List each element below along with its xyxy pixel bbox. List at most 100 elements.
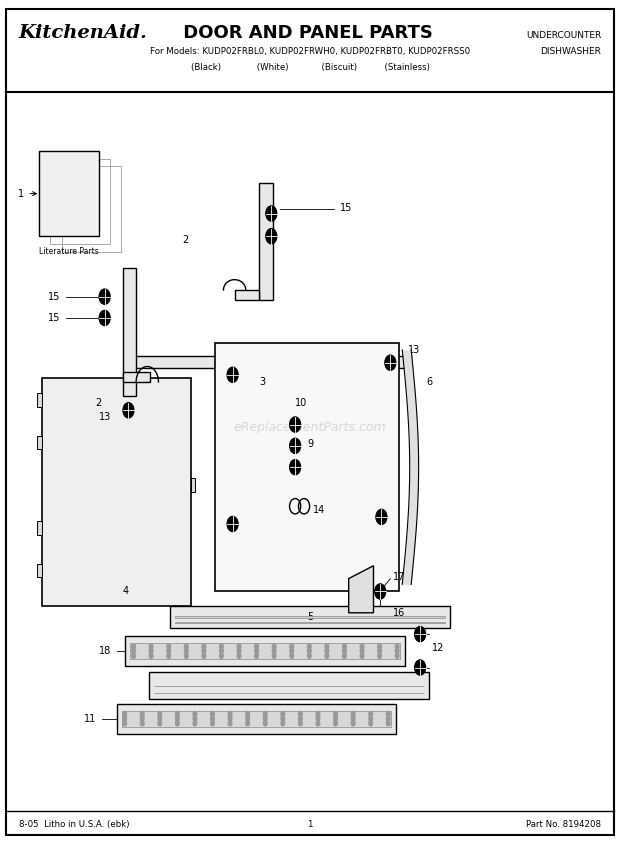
Circle shape [325,649,329,654]
Bar [125,356,411,368]
Bar [123,268,136,396]
Text: 2: 2 [182,235,188,245]
Circle shape [343,644,347,649]
Circle shape [281,721,285,726]
Circle shape [149,649,153,654]
Circle shape [211,721,215,726]
Circle shape [386,721,390,726]
Circle shape [316,716,320,722]
Bar [39,151,99,236]
Text: 16: 16 [393,608,405,618]
Circle shape [272,644,276,649]
Circle shape [325,653,329,658]
Circle shape [290,644,294,649]
Text: UNDERCOUNTER: UNDERCOUNTER [526,32,601,40]
Circle shape [290,460,301,475]
Bar [175,616,445,618]
Circle shape [281,711,285,716]
Text: 4: 4 [122,586,128,597]
Text: DOOR AND PANEL PARTS: DOOR AND PANEL PARTS [177,23,433,42]
Circle shape [369,716,373,722]
Circle shape [202,653,206,658]
Circle shape [167,649,170,654]
Circle shape [193,716,197,722]
Circle shape [167,644,170,649]
Circle shape [308,649,311,654]
Circle shape [219,653,223,658]
Bar [37,393,42,407]
Text: For Models: KUDP02FRBL0, KUDP02FRWH0, KUDP02FRBT0, KUDP02FRSS0: For Models: KUDP02FRBL0, KUDP02FRWH0, KU… [150,47,470,56]
Text: 14: 14 [313,505,326,514]
Circle shape [290,653,294,658]
Circle shape [334,711,337,716]
Bar [234,290,259,300]
Text: 13: 13 [408,345,420,355]
Circle shape [360,649,364,654]
Circle shape [385,355,396,371]
Circle shape [378,644,381,649]
Circle shape [219,649,223,654]
Circle shape [227,516,238,532]
Bar [37,436,42,449]
Circle shape [264,711,267,716]
Bar [42,378,191,606]
Circle shape [140,711,144,716]
Circle shape [352,721,355,726]
Circle shape [378,653,381,658]
Circle shape [149,653,153,658]
Circle shape [158,716,162,722]
Bar [191,479,195,492]
Circle shape [352,711,355,716]
Circle shape [266,205,277,221]
Circle shape [369,721,373,726]
Circle shape [228,716,232,722]
Bar [50,158,110,244]
Text: KitchenAid.: KitchenAid. [19,23,148,42]
Circle shape [396,644,399,649]
Circle shape [131,644,135,649]
Circle shape [415,627,426,642]
Text: 8: 8 [286,712,292,722]
Circle shape [131,649,135,654]
Circle shape [158,721,162,726]
Circle shape [360,653,364,658]
Polygon shape [348,566,373,613]
Circle shape [246,721,249,726]
Circle shape [290,649,294,654]
Bar [37,521,42,535]
Circle shape [99,289,110,305]
Circle shape [140,721,144,726]
Circle shape [237,653,241,658]
Circle shape [386,716,390,722]
Text: 10: 10 [295,398,307,408]
Circle shape [316,721,320,726]
Circle shape [140,716,144,722]
Circle shape [396,653,399,658]
Circle shape [227,367,238,383]
Circle shape [308,653,311,658]
Circle shape [376,509,387,525]
Circle shape [246,716,249,722]
Text: 8-05  Litho in U.S.A. (ebk): 8-05 Litho in U.S.A. (ebk) [19,820,129,829]
Circle shape [343,653,347,658]
Text: 11: 11 [84,714,96,723]
Circle shape [264,721,267,726]
Circle shape [272,653,276,658]
Circle shape [334,721,337,726]
Bar [130,643,401,659]
Circle shape [123,716,126,722]
Circle shape [360,644,364,649]
Circle shape [281,716,285,722]
Circle shape [264,716,267,722]
Circle shape [298,716,302,722]
Circle shape [352,716,355,722]
Text: Literature Parts: Literature Parts [39,247,99,256]
Circle shape [123,402,134,418]
Text: 5: 5 [307,612,313,622]
Circle shape [374,584,386,599]
Circle shape [316,711,320,716]
Text: 2: 2 [95,398,102,408]
Text: 15: 15 [48,292,60,301]
Circle shape [396,649,399,654]
Circle shape [272,649,276,654]
